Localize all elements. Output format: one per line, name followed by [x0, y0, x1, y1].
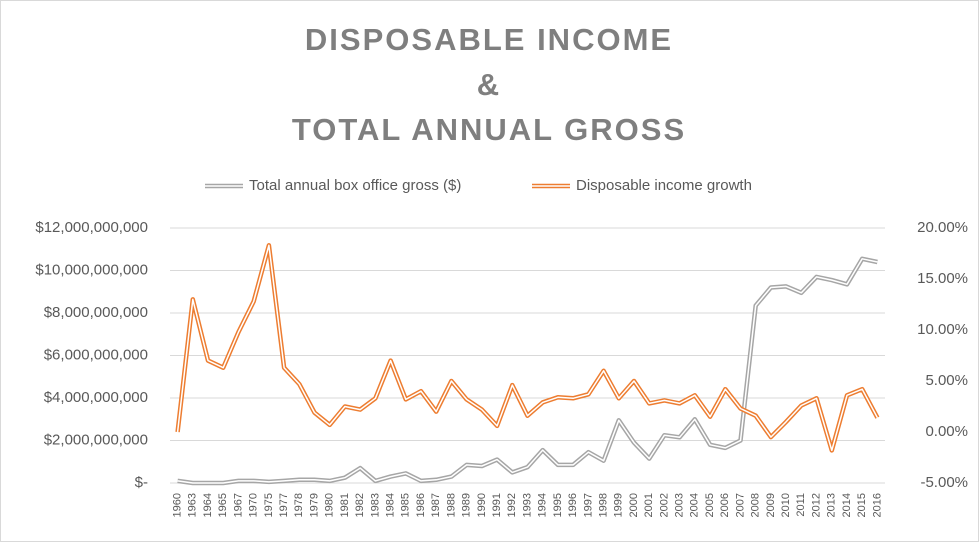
- x-tick-label: 1996: [567, 493, 579, 517]
- x-tick-label: 1995: [552, 493, 564, 517]
- x-tick-label: 2008: [750, 493, 762, 517]
- x-tick-label: 2007: [734, 493, 746, 517]
- y-tick-label: $6,000,000,000: [44, 346, 148, 363]
- x-tick-label: 2004: [689, 493, 701, 517]
- y2-tick-label: 5.00%: [925, 372, 968, 389]
- x-tick-label: 2011: [795, 493, 807, 517]
- x-tick-label: 1970: [248, 493, 260, 517]
- x-tick-label: 2002: [658, 493, 670, 517]
- x-tick-label: 2012: [810, 493, 822, 517]
- x-tick-label: 1988: [445, 493, 457, 517]
- x-tick-label: 1980: [324, 493, 336, 517]
- x-tick-label: 2006: [719, 493, 731, 517]
- x-tick-label: 1964: [202, 493, 214, 517]
- x-tick-label: 2005: [704, 493, 716, 517]
- y2-tick-label: 0.00%: [925, 423, 968, 440]
- x-tick-label: 2003: [674, 493, 686, 517]
- x-tick-label: 1999: [613, 493, 625, 517]
- x-tick-label: 2000: [628, 493, 640, 517]
- x-tick-label: 1993: [521, 493, 533, 517]
- x-tick-label: 1998: [597, 493, 609, 517]
- x-tick-label: 1960: [172, 493, 184, 517]
- x-tick-label: 1963: [187, 493, 199, 517]
- x-tick-label: 1982: [354, 493, 366, 517]
- x-tick-label: 1977: [278, 493, 290, 517]
- x-tick-label: 1991: [491, 493, 503, 517]
- series-line-inner: [176, 244, 879, 452]
- x-tick-label: 1975: [263, 493, 275, 517]
- x-tick-label: 1992: [506, 493, 518, 517]
- x-tick-label: 1967: [232, 493, 244, 517]
- x-tick-label: 1989: [461, 493, 473, 517]
- x-tick-label: 1983: [369, 493, 381, 517]
- x-tick-label: 1987: [430, 493, 442, 517]
- x-tick-label: 1985: [400, 493, 412, 517]
- y-tick-label: $4,000,000,000: [44, 389, 148, 406]
- x-tick-label: 2016: [871, 493, 883, 517]
- series-line-inner: [177, 258, 878, 484]
- x-tick-label: 1994: [537, 493, 549, 517]
- chart-title: DISPOSABLE INCOME: [305, 22, 673, 57]
- x-tick-label: 1981: [339, 493, 351, 517]
- x-tick-label: 1979: [308, 493, 320, 517]
- chart-title: &: [477, 67, 501, 102]
- x-tick-label: 1984: [384, 493, 396, 517]
- y2-tick-label: 20.00%: [917, 219, 968, 236]
- y-tick-label: $-: [135, 474, 148, 491]
- x-tick-label: 1990: [476, 493, 488, 517]
- x-tick-label: 1965: [217, 493, 229, 517]
- x-tick-label: 1978: [293, 493, 305, 517]
- x-tick-label: 2010: [780, 493, 792, 517]
- x-tick-label: 2013: [826, 493, 838, 517]
- y-tick-label: $2,000,000,000: [44, 431, 148, 448]
- x-tick-label: 1997: [582, 493, 594, 517]
- y-tick-label: $8,000,000,000: [44, 304, 148, 321]
- y2-tick-label: -5.00%: [920, 474, 968, 491]
- x-tick-label: 2009: [765, 493, 777, 517]
- y-tick-label: $12,000,000,000: [35, 219, 148, 236]
- y-tick-label: $10,000,000,000: [35, 261, 148, 278]
- legend-label: Disposable income growth: [576, 177, 752, 194]
- x-tick-label: 2015: [856, 493, 868, 517]
- x-tick-label: 1986: [415, 493, 427, 517]
- x-tick-label: 2014: [841, 493, 853, 517]
- legend-label: Total annual box office gross ($): [249, 177, 461, 194]
- x-tick-label: 2001: [643, 493, 655, 517]
- y2-tick-label: 15.00%: [917, 270, 968, 287]
- chart-title: TOTAL ANNUAL GROSS: [292, 112, 686, 147]
- y2-tick-label: 10.00%: [917, 321, 968, 338]
